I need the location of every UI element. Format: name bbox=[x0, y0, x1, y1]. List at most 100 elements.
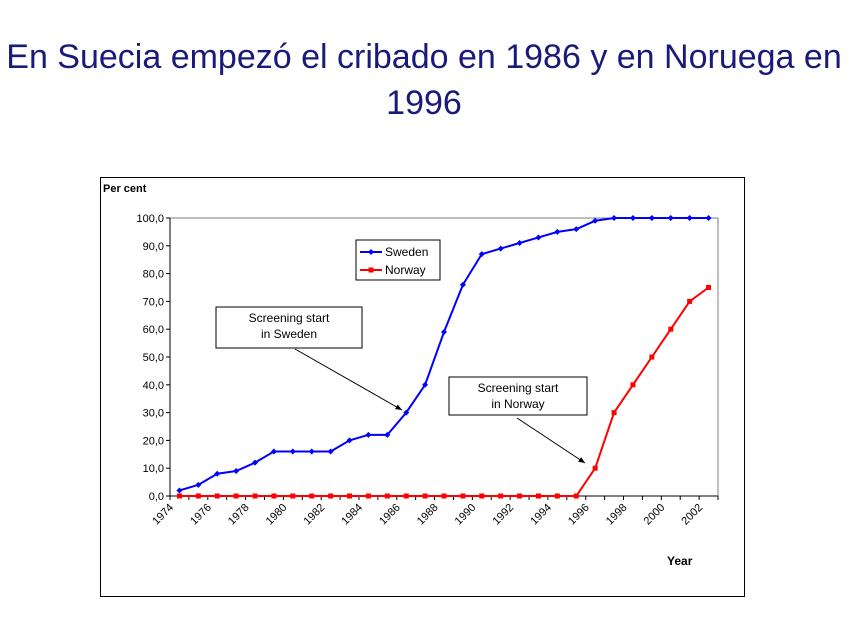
data-point bbox=[459, 281, 466, 288]
annotation-text: in Norway bbox=[491, 397, 544, 411]
data-point bbox=[478, 251, 485, 258]
annotation-text: Screening start bbox=[478, 381, 559, 395]
data-point bbox=[422, 381, 429, 388]
x-tick-label: 2002 bbox=[679, 502, 705, 528]
data-point bbox=[592, 217, 599, 224]
data-point bbox=[403, 493, 409, 499]
data-point bbox=[252, 459, 259, 466]
data-point bbox=[668, 326, 674, 332]
x-tick-label: 2000 bbox=[642, 502, 668, 528]
data-point bbox=[176, 493, 182, 499]
legend-marker bbox=[368, 249, 374, 255]
data-point bbox=[327, 448, 334, 455]
data-point bbox=[705, 215, 712, 221]
data-point bbox=[309, 493, 315, 499]
x-tick-label: 1988 bbox=[415, 502, 441, 528]
annotation-text: Screening start bbox=[249, 311, 330, 325]
annotation-box bbox=[448, 376, 588, 416]
data-point bbox=[347, 493, 353, 499]
data-point bbox=[346, 437, 353, 444]
data-point bbox=[290, 493, 296, 499]
data-point bbox=[233, 493, 239, 499]
data-point bbox=[592, 465, 598, 471]
y-tick-label: 0,0 bbox=[149, 491, 164, 503]
data-point bbox=[686, 215, 693, 221]
data-point bbox=[573, 493, 579, 499]
x-tick-label: 1974 bbox=[150, 502, 176, 528]
slide-title: En Suecia empezó el cribado en 1986 y en… bbox=[6, 38, 842, 122]
legend-label: Norway bbox=[385, 263, 426, 277]
legend bbox=[355, 239, 441, 281]
data-point bbox=[384, 431, 391, 438]
y-tick-label: 90,0 bbox=[143, 241, 164, 253]
data-point bbox=[365, 493, 371, 499]
plot-area bbox=[169, 217, 719, 497]
data-point bbox=[308, 448, 315, 455]
data-point bbox=[611, 410, 617, 416]
data-point bbox=[498, 493, 504, 499]
data-point bbox=[233, 467, 240, 474]
data-point bbox=[535, 493, 541, 499]
data-point bbox=[649, 354, 655, 360]
data-point bbox=[252, 493, 258, 499]
data-point bbox=[214, 470, 221, 477]
data-point bbox=[328, 493, 334, 499]
data-point bbox=[289, 448, 296, 455]
data-point bbox=[573, 226, 580, 233]
data-point bbox=[441, 493, 447, 499]
data-point bbox=[497, 245, 504, 252]
legend-label: Sweden bbox=[385, 245, 428, 259]
arrow-head bbox=[578, 457, 585, 463]
x-tick-label: 1980 bbox=[264, 502, 290, 528]
data-point bbox=[667, 215, 674, 221]
y-tick-label: 80,0 bbox=[143, 269, 164, 281]
y-axis-label: Per cent bbox=[103, 183, 147, 195]
y-tick-label: 20,0 bbox=[143, 435, 164, 447]
data-point bbox=[516, 240, 523, 247]
x-tick-label: 1982 bbox=[301, 502, 327, 528]
data-point bbox=[271, 493, 277, 499]
x-tick-label: 1986 bbox=[377, 502, 403, 528]
data-point bbox=[648, 215, 655, 221]
data-point bbox=[479, 493, 485, 499]
y-tick-label: 30,0 bbox=[143, 408, 164, 420]
data-point bbox=[517, 493, 523, 499]
x-tick-label: 1976 bbox=[188, 502, 214, 528]
data-point bbox=[422, 493, 428, 499]
legend-marker bbox=[368, 267, 374, 273]
data-point bbox=[611, 215, 618, 221]
data-point bbox=[441, 328, 447, 335]
annotation-arrow bbox=[516, 417, 586, 464]
annotation-text: in Sweden bbox=[261, 327, 317, 341]
data-point bbox=[176, 487, 183, 494]
data-point bbox=[630, 382, 636, 388]
y-tick-label: 10,0 bbox=[143, 463, 164, 475]
data-point bbox=[554, 228, 561, 235]
x-tick-label: 1992 bbox=[490, 502, 516, 528]
annotation-box bbox=[215, 306, 363, 349]
x-tick-label: 1994 bbox=[528, 502, 554, 528]
x-tick-label: 1990 bbox=[453, 502, 479, 528]
data-point bbox=[554, 493, 560, 499]
data-point bbox=[195, 493, 201, 499]
data-point bbox=[384, 493, 390, 499]
y-tick-label: 50,0 bbox=[143, 352, 164, 364]
x-tick-label: 1996 bbox=[566, 502, 592, 528]
y-tick-label: 60,0 bbox=[143, 324, 164, 336]
x-tick-label: 1998 bbox=[604, 502, 630, 528]
x-tick-label: 1978 bbox=[226, 502, 252, 528]
data-point bbox=[365, 431, 372, 438]
data-point bbox=[706, 285, 712, 290]
series-line-sweden bbox=[179, 217, 709, 492]
data-point bbox=[629, 215, 636, 221]
data-point bbox=[687, 298, 693, 304]
arrow-head bbox=[395, 404, 402, 410]
x-tick-label: 1984 bbox=[339, 502, 365, 528]
data-point bbox=[460, 493, 466, 499]
chart-frame bbox=[100, 177, 745, 597]
data-point bbox=[195, 481, 202, 488]
x-axis-label: Year bbox=[667, 554, 693, 568]
y-tick-label: 40,0 bbox=[143, 380, 164, 392]
data-point bbox=[214, 493, 220, 499]
